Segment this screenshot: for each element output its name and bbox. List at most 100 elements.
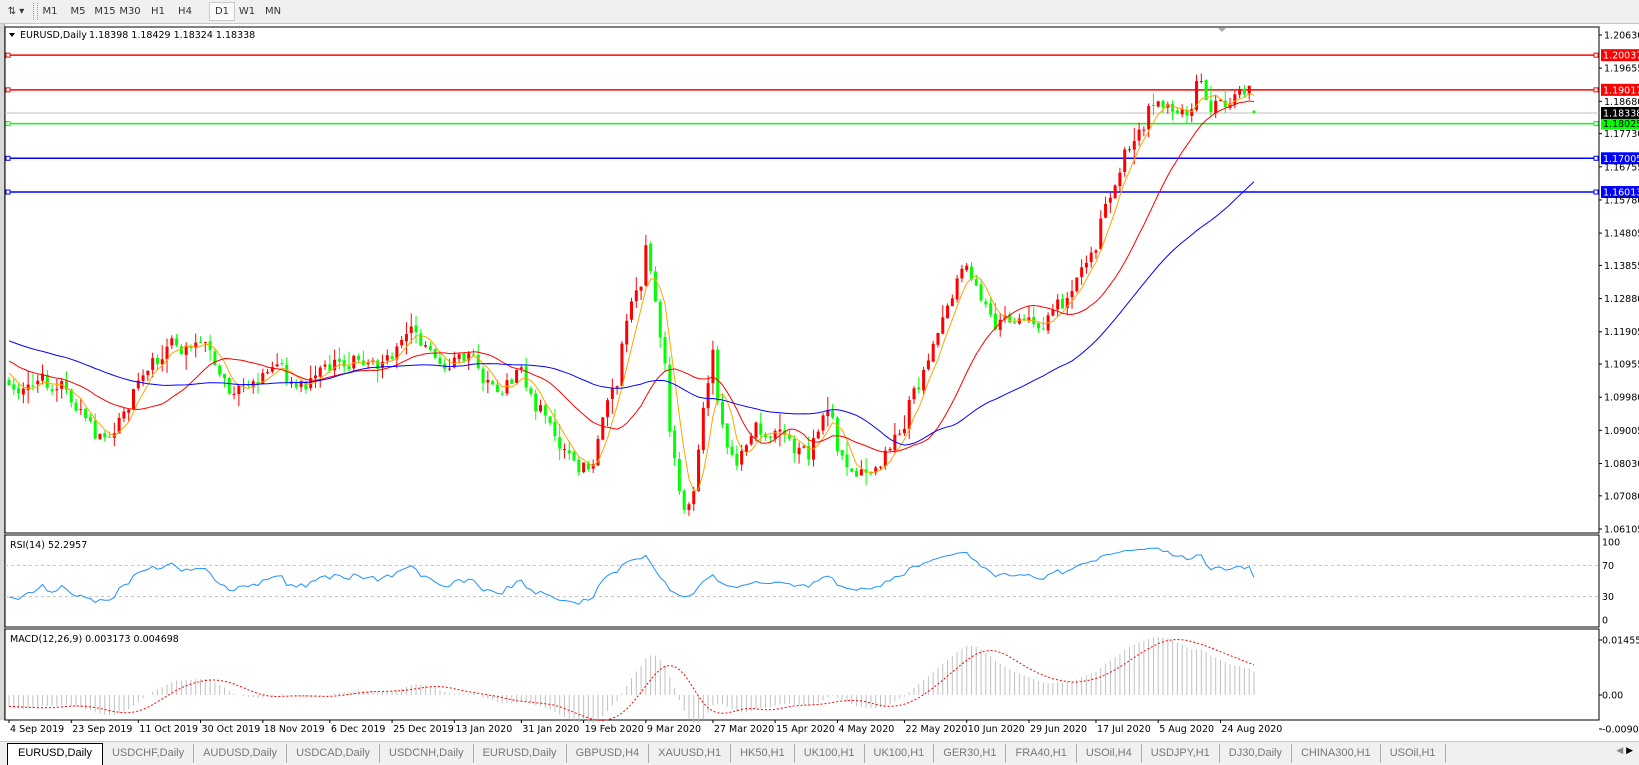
- line-handle-left[interactable]: [5, 52, 11, 58]
- candle[interactable]: [69, 388, 73, 408]
- candle[interactable]: [151, 352, 155, 378]
- candle[interactable]: [366, 359, 370, 369]
- candle[interactable]: [160, 345, 164, 372]
- line-handle-left[interactable]: [5, 155, 11, 161]
- candle[interactable]: [1161, 99, 1165, 114]
- candle[interactable]: [582, 462, 586, 474]
- candle[interactable]: [807, 436, 811, 466]
- tab-scroll-right-icon[interactable]: ▶: [1626, 746, 1633, 756]
- timeframe-m30[interactable]: M30: [119, 6, 141, 17]
- chart-tab[interactable]: FRA40,H1: [1006, 744, 1077, 763]
- chart-tab[interactable]: USDJPY,H1: [1142, 744, 1220, 763]
- candle[interactable]: [390, 352, 394, 361]
- chart-shift-marker-icon[interactable]: [1218, 28, 1226, 32]
- candle[interactable]: [146, 370, 150, 381]
- candle[interactable]: [802, 444, 806, 449]
- candle[interactable]: [1175, 107, 1179, 115]
- candle[interactable]: [725, 423, 729, 455]
- candle[interactable]: [893, 422, 897, 454]
- candle[interactable]: [1185, 105, 1189, 124]
- candle[interactable]: [165, 338, 169, 373]
- candle[interactable]: [481, 365, 485, 392]
- candle[interactable]: [1128, 146, 1131, 153]
- candle[interactable]: [213, 348, 217, 366]
- candle[interactable]: [237, 384, 241, 407]
- candle[interactable]: [318, 365, 322, 388]
- candle[interactable]: [1166, 101, 1170, 114]
- candle[interactable]: [720, 393, 724, 429]
- candle[interactable]: [668, 356, 672, 437]
- candle[interactable]: [275, 353, 279, 367]
- candle[interactable]: [649, 241, 653, 275]
- candle[interactable]: [218, 363, 222, 377]
- candle[interactable]: [639, 286, 643, 300]
- candle[interactable]: [989, 297, 993, 318]
- candle[interactable]: [270, 361, 274, 374]
- chart-tab[interactable]: AUDUSD,Daily: [194, 744, 288, 763]
- candle[interactable]: [1080, 259, 1084, 285]
- candle[interactable]: [1099, 210, 1103, 250]
- candle[interactable]: [36, 374, 40, 393]
- candle[interactable]: [400, 335, 404, 349]
- line-handle-right[interactable]: [1593, 189, 1599, 195]
- candle[interactable]: [323, 360, 327, 371]
- candle[interactable]: [965, 262, 969, 273]
- candle[interactable]: [845, 442, 849, 477]
- candle[interactable]: [457, 352, 461, 364]
- candle[interactable]: [620, 340, 624, 388]
- candle[interactable]: [1252, 109, 1256, 114]
- candle[interactable]: [926, 353, 930, 371]
- candle[interactable]: [610, 378, 614, 414]
- candle[interactable]: [313, 365, 317, 388]
- candle[interactable]: [452, 351, 456, 369]
- candle[interactable]: [553, 408, 557, 441]
- candle[interactable]: [175, 334, 179, 347]
- chart-tab[interactable]: EURUSD,Daily: [474, 744, 567, 763]
- candle[interactable]: [778, 413, 782, 447]
- candle[interactable]: [17, 382, 21, 400]
- candle[interactable]: [946, 303, 950, 319]
- candle[interactable]: [888, 447, 892, 452]
- line-handle-left[interactable]: [5, 189, 11, 195]
- candle[interactable]: [922, 366, 926, 396]
- candle[interactable]: [280, 358, 284, 367]
- candle[interactable]: [1132, 127, 1136, 165]
- candle[interactable]: [572, 449, 576, 462]
- candle[interactable]: [998, 312, 1002, 337]
- candle[interactable]: [462, 351, 466, 364]
- line-handle-right[interactable]: [1593, 121, 1599, 127]
- candle[interactable]: [409, 313, 413, 344]
- chart-tab[interactable]: CHINA300,H1: [1292, 744, 1381, 763]
- candle[interactable]: [840, 449, 844, 461]
- candle[interactable]: [467, 351, 471, 371]
- line-handle-left[interactable]: [5, 87, 11, 93]
- candle[interactable]: [222, 373, 226, 388]
- candle[interactable]: [1089, 246, 1093, 268]
- candle[interactable]: [898, 429, 902, 436]
- candle[interactable]: [634, 277, 638, 308]
- candle[interactable]: [524, 357, 528, 392]
- candle[interactable]: [79, 398, 83, 415]
- candle[interactable]: [395, 343, 399, 369]
- candle[interactable]: [941, 305, 945, 335]
- candle[interactable]: [931, 340, 935, 363]
- candle[interactable]: [199, 336, 203, 344]
- candle[interactable]: [515, 369, 519, 383]
- candle[interactable]: [701, 401, 705, 454]
- candle[interactable]: [644, 234, 648, 287]
- chart-tab[interactable]: USOil,H4: [1077, 744, 1142, 763]
- candle[interactable]: [1242, 84, 1246, 98]
- timeframe-h4[interactable]: H4: [178, 6, 192, 17]
- candle[interactable]: [208, 334, 212, 361]
- candle[interactable]: [1113, 184, 1117, 199]
- chart-tab[interactable]: HK50,H1: [731, 744, 795, 763]
- candle[interactable]: [816, 429, 820, 440]
- candle[interactable]: [1037, 322, 1041, 333]
- candle[interactable]: [1171, 100, 1175, 121]
- candle[interactable]: [606, 397, 610, 427]
- candle[interactable]: [491, 380, 495, 385]
- candle[interactable]: [122, 407, 126, 423]
- candle[interactable]: [21, 382, 25, 404]
- candle[interactable]: [357, 353, 361, 362]
- candle[interactable]: [155, 354, 159, 371]
